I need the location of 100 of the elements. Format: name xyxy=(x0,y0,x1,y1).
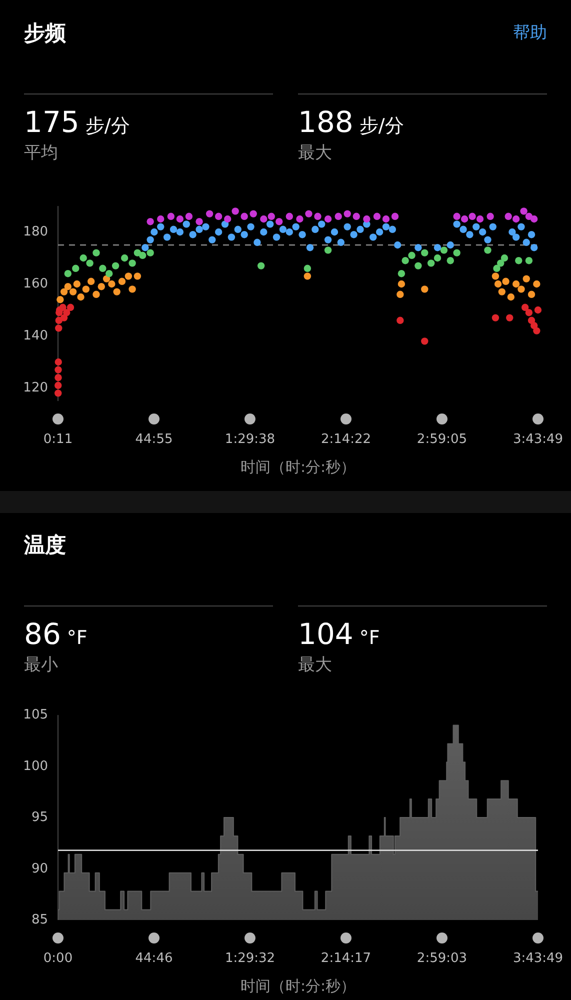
point xyxy=(254,238,261,246)
point xyxy=(86,260,94,267)
point xyxy=(182,220,190,228)
point xyxy=(224,215,232,223)
text: 188 步/分 xyxy=(298,105,404,139)
point xyxy=(292,223,300,230)
point xyxy=(344,210,351,218)
point xyxy=(87,278,95,285)
point xyxy=(260,228,268,236)
point xyxy=(55,324,62,332)
point xyxy=(304,264,312,272)
point xyxy=(484,246,492,254)
point xyxy=(421,249,428,256)
point xyxy=(157,223,164,230)
point xyxy=(363,215,370,223)
point xyxy=(533,280,540,288)
point xyxy=(189,231,196,238)
point xyxy=(146,249,154,256)
point xyxy=(99,264,106,272)
point xyxy=(82,286,90,293)
point xyxy=(139,252,146,259)
point xyxy=(304,272,312,280)
point xyxy=(60,288,68,296)
point xyxy=(388,226,396,233)
text: 最大 xyxy=(298,143,332,163)
point xyxy=(394,241,402,249)
x-axis-title: 时间（时:分:秒） xyxy=(240,977,356,995)
point xyxy=(185,212,193,220)
point xyxy=(534,306,542,314)
point xyxy=(232,208,239,215)
point xyxy=(54,366,62,374)
point xyxy=(250,210,257,218)
point xyxy=(408,252,416,259)
point xyxy=(352,212,360,220)
chart-title: 步频 xyxy=(24,21,67,45)
point xyxy=(324,215,332,223)
point xyxy=(515,257,522,264)
point xyxy=(453,212,460,220)
point xyxy=(489,223,496,230)
point xyxy=(234,226,242,233)
x-tick-label: 2:14:22 xyxy=(320,432,372,447)
point xyxy=(279,226,287,233)
y-tick-label: 120 xyxy=(23,380,48,396)
point xyxy=(446,241,454,249)
point xyxy=(466,231,474,238)
point xyxy=(324,246,332,254)
point xyxy=(64,283,72,290)
point xyxy=(530,215,538,223)
point xyxy=(476,215,484,223)
point xyxy=(202,223,210,230)
x-tick-label: 2:14:17 xyxy=(320,951,372,966)
point xyxy=(330,228,338,236)
point xyxy=(356,226,364,233)
point xyxy=(376,228,384,236)
point xyxy=(522,275,530,282)
point xyxy=(522,238,530,246)
point xyxy=(528,290,536,298)
point xyxy=(334,212,342,220)
point xyxy=(54,358,62,366)
point xyxy=(176,228,184,236)
y-tick-label: 85 xyxy=(31,912,48,928)
point xyxy=(498,288,506,296)
point xyxy=(500,254,508,262)
point xyxy=(80,254,87,262)
chart-title: 温度 xyxy=(23,533,66,557)
point xyxy=(493,264,500,272)
point xyxy=(528,231,536,238)
point xyxy=(512,215,520,223)
point xyxy=(196,226,203,233)
point xyxy=(344,223,351,230)
point xyxy=(206,210,214,218)
point xyxy=(66,304,74,311)
point xyxy=(98,283,105,290)
point xyxy=(73,280,81,288)
point xyxy=(214,212,222,220)
point xyxy=(350,231,358,238)
point xyxy=(63,309,70,316)
point xyxy=(507,293,515,301)
y-tick-label: 140 xyxy=(23,328,48,344)
x-tick-label: 2:59:03 xyxy=(416,951,468,966)
x-tick-label: 1:29:38 xyxy=(224,432,276,447)
point xyxy=(492,314,500,322)
point xyxy=(306,244,314,252)
point xyxy=(208,236,216,244)
point xyxy=(146,236,154,244)
point xyxy=(460,226,467,233)
x-tick-label: 0:00 xyxy=(43,951,73,966)
point xyxy=(492,272,500,280)
point xyxy=(518,286,525,293)
point xyxy=(54,390,62,397)
point xyxy=(314,212,322,220)
point xyxy=(434,254,442,262)
point xyxy=(533,327,540,334)
point xyxy=(414,262,422,270)
point xyxy=(120,254,128,262)
text: 最小 xyxy=(24,655,58,675)
point xyxy=(373,212,381,220)
point xyxy=(486,212,494,220)
point xyxy=(69,288,77,296)
point xyxy=(391,212,399,220)
